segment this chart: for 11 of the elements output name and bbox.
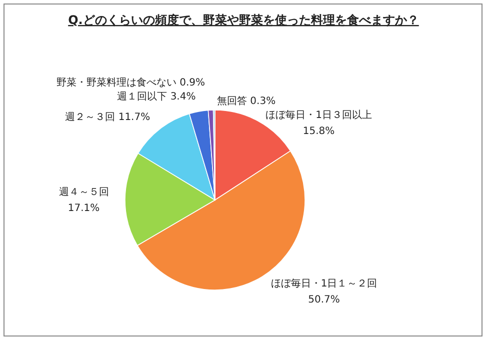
slice-label: 無回答 0.3% <box>217 95 276 107</box>
data-label: 15.8% <box>302 126 335 137</box>
slice-label: 野菜・野菜料理は食べない 0.9% <box>56 76 205 89</box>
slice-label: 週２～３回 11.7% <box>65 112 150 123</box>
chart-title: Q.どのくらいの頻度で、野菜や野菜を使った料理を食べますか？ <box>68 13 419 27</box>
slice-label: ほぼ毎日・1日３回以上 <box>266 109 372 121</box>
data-label: 17.1% <box>68 203 100 214</box>
slice-label: 週１回以下 3.4% <box>117 90 196 103</box>
data-label: 50.7% <box>308 294 340 306</box>
slice-label: 週４～５回 <box>58 187 109 198</box>
slice-label: ほぼ毎日・1日１～２回 <box>270 277 378 290</box>
